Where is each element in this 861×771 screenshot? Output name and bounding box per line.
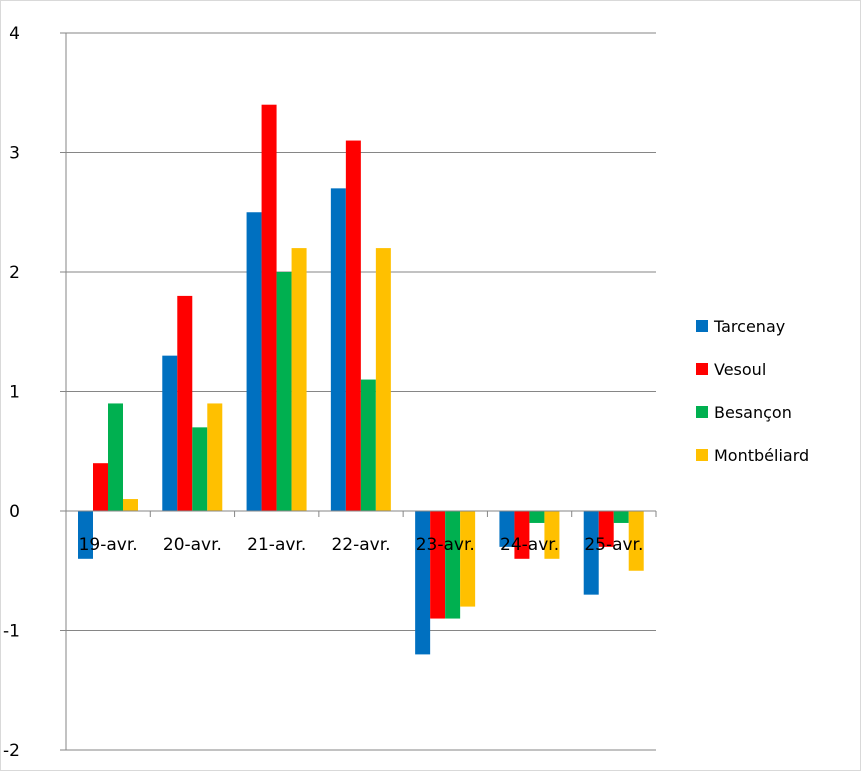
- legend-swatch: [696, 363, 708, 375]
- y-tick-label: 1: [9, 383, 20, 403]
- bar-tarcenay-0: [78, 511, 93, 559]
- x-tick-label: 21-avr.: [247, 535, 306, 555]
- bar-tarcenay-4: [415, 511, 431, 655]
- bar-besancon-0: [108, 403, 123, 511]
- legend: Tarcenay Vesoul Besançon Montbéliard: [696, 317, 809, 465]
- bar-tarcenay-2: [246, 212, 262, 511]
- x-tick-label: 20-avr.: [163, 535, 222, 555]
- bars: [78, 104, 644, 655]
- bar-besancon-4: [445, 511, 461, 619]
- x-tick-label: 25-avr.: [584, 535, 643, 555]
- bar-vesoul-3: [345, 140, 361, 512]
- bar-montbeliard-3: [375, 248, 391, 511]
- bar-besancon-6: [613, 511, 629, 523]
- x-tick-label: 22-avr.: [331, 535, 390, 555]
- category-labels: 19-avr. 20-avr. 21-avr. 22-avr. 23-avr. 24-av…: [79, 535, 644, 555]
- x-axis: [65, 510, 657, 517]
- legend-swatch: [696, 449, 708, 461]
- bar-vesoul-2: [261, 104, 277, 511]
- y-tick-label: -1: [3, 622, 20, 642]
- y-tick-label: 2: [9, 263, 20, 283]
- bar-montbeliard-1: [207, 403, 223, 511]
- bar-besancon-5: [529, 511, 545, 523]
- bar-montbeliard-0: [123, 499, 138, 511]
- bar-besancon-2: [276, 272, 292, 511]
- legend-swatch: [696, 320, 708, 332]
- bar-montbeliard-4: [460, 511, 476, 607]
- bar-besancon-3: [360, 379, 376, 511]
- legend-label: Vesoul: [714, 360, 766, 379]
- y-tick-label: 4: [9, 24, 20, 44]
- y-axis: -2 -1 0 1 2 3 4: [3, 24, 67, 761]
- legend-label: Besançon: [714, 403, 792, 422]
- bar-vesoul-0: [93, 463, 108, 511]
- legend-swatch: [696, 406, 708, 418]
- bar-montbeliard-2: [291, 248, 307, 511]
- x-tick-label: 24-avr.: [500, 535, 559, 555]
- bar-montbeliard-6: [628, 511, 644, 571]
- bar-vesoul-4: [430, 511, 446, 619]
- y-tick-label: 3: [9, 144, 20, 164]
- bar-tarcenay-1: [162, 355, 178, 511]
- legend-label: Montbéliard: [714, 446, 809, 465]
- bar-besancon-1: [192, 427, 208, 511]
- legend-label: Tarcenay: [713, 317, 785, 336]
- bar-tarcenay-5: [499, 511, 515, 547]
- bar-vesoul-6: [598, 511, 614, 547]
- bar-vesoul-1: [177, 295, 193, 511]
- bar-vesoul-5: [514, 511, 530, 559]
- bar-tarcenay-3: [330, 188, 346, 511]
- y-tick-label: 0: [9, 502, 20, 522]
- bar-tarcenay-6: [583, 511, 599, 595]
- x-tick-label: 19-avr.: [79, 535, 138, 555]
- bar-montbeliard-5: [544, 511, 560, 559]
- y-tick-label: -2: [3, 741, 20, 761]
- x-tick-label: 23-avr.: [416, 535, 475, 555]
